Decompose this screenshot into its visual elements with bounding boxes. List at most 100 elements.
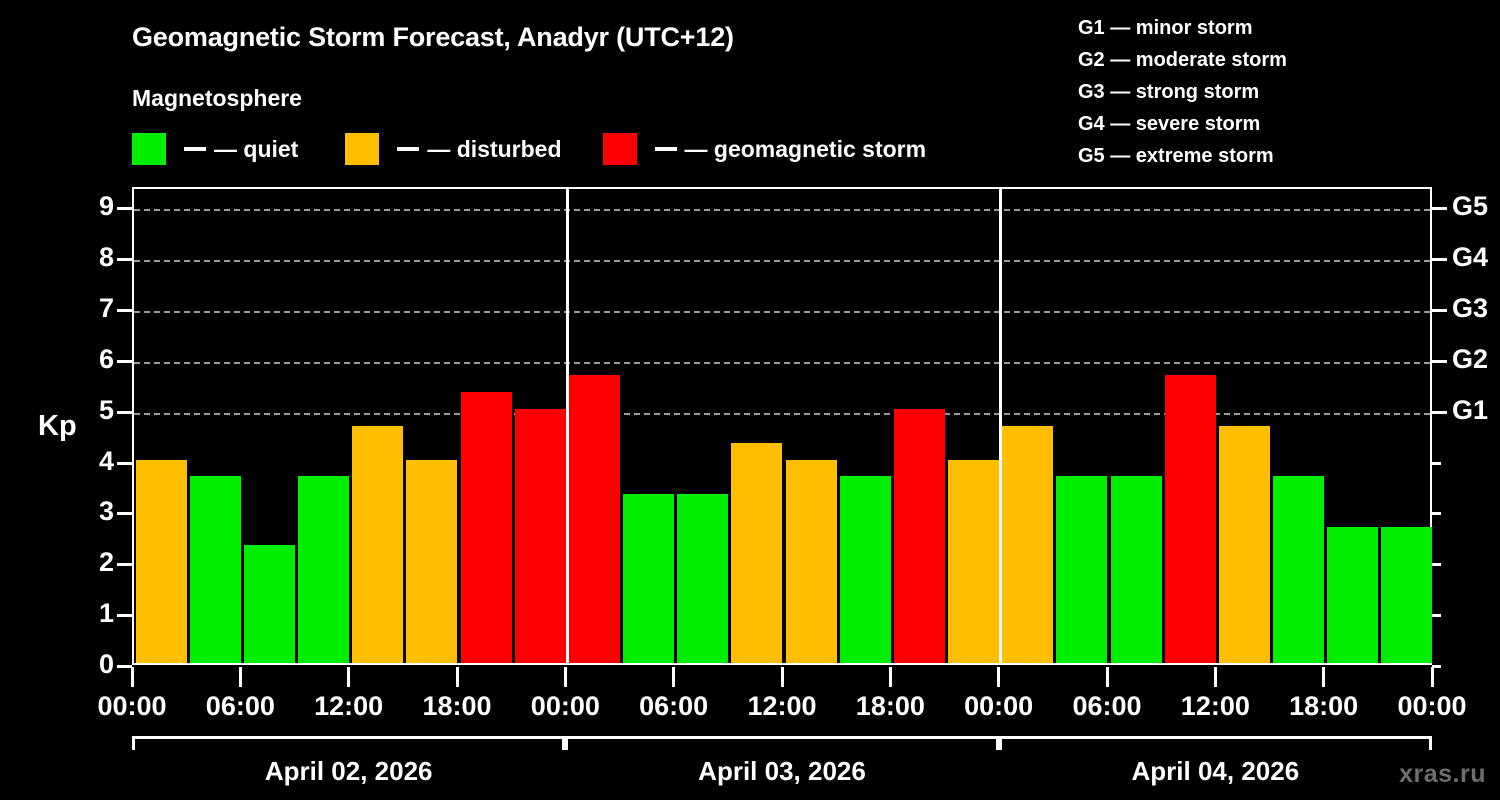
bar bbox=[785, 459, 837, 663]
bar bbox=[893, 408, 945, 663]
x-tick bbox=[1213, 667, 1217, 687]
y-tick-4 bbox=[117, 461, 132, 465]
y-axis-label: Kp bbox=[38, 410, 77, 442]
x-tick bbox=[997, 667, 1001, 687]
g-minor-tick bbox=[1432, 665, 1441, 668]
bar bbox=[298, 476, 350, 663]
x-tick bbox=[672, 667, 676, 687]
bar bbox=[731, 442, 783, 663]
bar bbox=[1164, 374, 1216, 663]
y-tick-2 bbox=[117, 563, 132, 567]
date-bracket bbox=[998, 736, 1432, 750]
g-tick-G3 bbox=[1432, 309, 1447, 313]
x-tick-label: 00:00 bbox=[530, 691, 600, 721]
g-minor-tick bbox=[1432, 563, 1441, 567]
x-tick-label: 12:00 bbox=[747, 691, 817, 721]
legend-dash-icon bbox=[184, 147, 206, 151]
bar bbox=[1327, 527, 1379, 663]
x-tick-label: 00:00 bbox=[97, 691, 167, 721]
y-tick-label-5: 5 bbox=[98, 394, 114, 425]
bar bbox=[1002, 425, 1054, 663]
x-tick bbox=[1322, 667, 1326, 687]
gscale-line-g4: G4 — severe storm bbox=[1078, 113, 1261, 135]
gscale-line-g5: G5 — extreme storm bbox=[1078, 145, 1274, 167]
x-tick bbox=[238, 667, 242, 687]
x-tick bbox=[130, 667, 134, 687]
legend-dash-icon bbox=[654, 147, 677, 151]
y-tick-label-6: 6 bbox=[98, 343, 114, 374]
x-tick bbox=[563, 667, 567, 687]
legend-swatch-disturbed bbox=[345, 133, 380, 165]
gridline-kp-6 bbox=[134, 361, 1430, 364]
x-tick bbox=[347, 667, 351, 687]
bar bbox=[839, 476, 891, 663]
x-tick-label: 06:00 bbox=[205, 691, 275, 721]
bar bbox=[406, 459, 458, 663]
x-tick-label: 06:00 bbox=[639, 691, 709, 721]
y-tick-label-7: 7 bbox=[98, 293, 114, 324]
bar bbox=[189, 476, 241, 663]
x-tick bbox=[888, 667, 892, 687]
bar bbox=[1218, 425, 1270, 663]
y-tick-1 bbox=[117, 614, 132, 618]
gridline-kp-5 bbox=[134, 412, 1430, 415]
date-label: April 03, 2026 bbox=[698, 756, 866, 786]
day-separator bbox=[999, 187, 1003, 665]
bar bbox=[135, 459, 187, 663]
magnetosphere-legend: — quiet — disturbed — geomagnetic storm bbox=[132, 132, 926, 166]
y-tick-6 bbox=[117, 359, 132, 363]
g-minor-tick bbox=[1432, 614, 1441, 618]
bar bbox=[1381, 527, 1433, 663]
gscale-legend: G1 — minor storm G2 — moderate storm G3 … bbox=[1078, 12, 1287, 172]
bar bbox=[243, 544, 295, 663]
day-separator bbox=[565, 187, 569, 665]
legend-label-quiet: — quiet bbox=[214, 135, 299, 162]
date-label: April 02, 2026 bbox=[264, 756, 433, 786]
watermark: xras.ru bbox=[1399, 760, 1486, 788]
gridline-kp-9 bbox=[134, 209, 1430, 212]
plot-area bbox=[132, 187, 1433, 665]
x-tick bbox=[1105, 667, 1109, 687]
bar bbox=[948, 459, 1000, 663]
y-tick-3 bbox=[117, 512, 132, 516]
gridline-kp-8 bbox=[134, 260, 1430, 263]
y-tick-label-8: 8 bbox=[98, 242, 114, 273]
bars-layer bbox=[134, 189, 1433, 663]
g-tick-label-G4: G4 bbox=[1452, 242, 1489, 273]
x-tick bbox=[780, 667, 784, 687]
g-tick-G1 bbox=[1432, 410, 1447, 414]
x-tick-label: 18:00 bbox=[855, 691, 925, 721]
g-tick-label-G2: G2 bbox=[1452, 343, 1489, 374]
y-tick-label-2: 2 bbox=[98, 547, 114, 578]
x-tick-label: 18:00 bbox=[1289, 691, 1359, 721]
legend-item-storm: — geomagnetic storm bbox=[602, 132, 927, 166]
g-tick-G5 bbox=[1432, 207, 1447, 211]
g-minor-tick bbox=[1432, 512, 1441, 516]
gscale-line-g3: G3 — strong storm bbox=[1078, 81, 1260, 103]
g-tick-G4 bbox=[1432, 258, 1447, 262]
date-bracket bbox=[132, 736, 566, 750]
legend-dash-icon bbox=[397, 147, 420, 151]
x-tick-label: 00:00 bbox=[1397, 691, 1467, 721]
bar bbox=[1273, 476, 1325, 663]
gridline-kp-7 bbox=[134, 311, 1430, 314]
g-tick-G2 bbox=[1432, 359, 1447, 363]
date-bracket bbox=[565, 736, 999, 750]
bar bbox=[352, 425, 404, 663]
bar bbox=[623, 493, 675, 663]
legend-label-disturbed: — disturbed bbox=[427, 135, 562, 162]
bar bbox=[460, 391, 512, 663]
x-tick-label: 00:00 bbox=[964, 691, 1034, 721]
bar bbox=[568, 374, 620, 663]
day-separator-layer bbox=[134, 187, 1430, 665]
x-tick-label: 12:00 bbox=[1180, 691, 1250, 721]
g-tick-label-G1: G1 bbox=[1452, 394, 1489, 425]
legend-label-storm: — geomagnetic storm bbox=[684, 135, 927, 162]
date-label: April 04, 2026 bbox=[1131, 756, 1300, 786]
y-tick-label-3: 3 bbox=[98, 496, 114, 527]
g-tick-label-G3: G3 bbox=[1452, 293, 1489, 324]
gscale-line-g1: G1 — minor storm bbox=[1078, 17, 1253, 39]
y-tick-7 bbox=[117, 309, 132, 313]
y-tick-9 bbox=[117, 207, 132, 211]
